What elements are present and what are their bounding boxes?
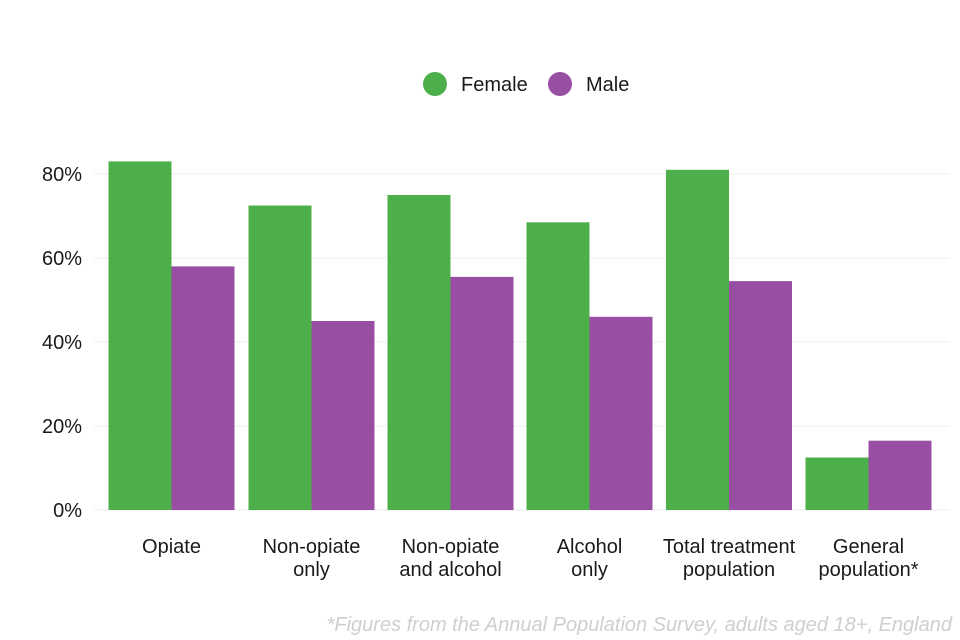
bar-male <box>311 321 375 510</box>
x-tick-label-line: Alcohol <box>557 536 623 558</box>
x-tick-label-line: population* <box>818 559 918 581</box>
chart-footnote: *Figures from the Annual Population Surv… <box>327 614 953 636</box>
bar-female <box>108 161 172 510</box>
bar-male <box>171 266 235 510</box>
y-tick-label: 0% <box>53 500 82 522</box>
x-tick-label-line: General <box>833 536 904 558</box>
x-tick-label-line: Opiate <box>142 536 201 558</box>
bar-female <box>805 457 869 510</box>
x-tick-label: Opiate <box>142 536 201 558</box>
x-tick-label-line: only <box>571 559 608 581</box>
legend-label: Female <box>461 74 528 96</box>
x-tick-label-line: Total treatment <box>663 536 796 558</box>
bar-male <box>729 281 792 510</box>
bar-female <box>248 205 312 510</box>
legend-item-female: Female <box>423 72 528 96</box>
x-tick-label-line: Non-opiate <box>402 536 500 558</box>
x-tick-label-line: population <box>683 559 775 581</box>
y-axis: 0% 20% 40% 60% 80% <box>42 164 82 522</box>
legend: Female Male <box>423 72 629 96</box>
legend-label: Male <box>586 74 629 96</box>
y-tick-label: 20% <box>42 416 82 438</box>
bar-female <box>526 222 590 511</box>
bar-male <box>450 276 514 510</box>
x-tick-label-line: only <box>293 559 330 581</box>
y-tick-label: 60% <box>42 248 82 270</box>
y-tick-label: 40% <box>42 332 82 354</box>
legend-item-male: Male <box>548 72 629 96</box>
y-tick-label: 80% <box>42 164 82 186</box>
legend-swatch <box>423 72 447 96</box>
bar-female <box>666 169 729 511</box>
bars-layer <box>108 161 932 511</box>
legend-swatch <box>548 72 572 96</box>
bar-female <box>387 195 451 510</box>
bar-male <box>589 316 653 510</box>
x-tick-label-line: Non-opiate <box>263 536 361 558</box>
x-tick-label-line: and alcohol <box>399 559 501 581</box>
bar-male <box>868 440 932 510</box>
